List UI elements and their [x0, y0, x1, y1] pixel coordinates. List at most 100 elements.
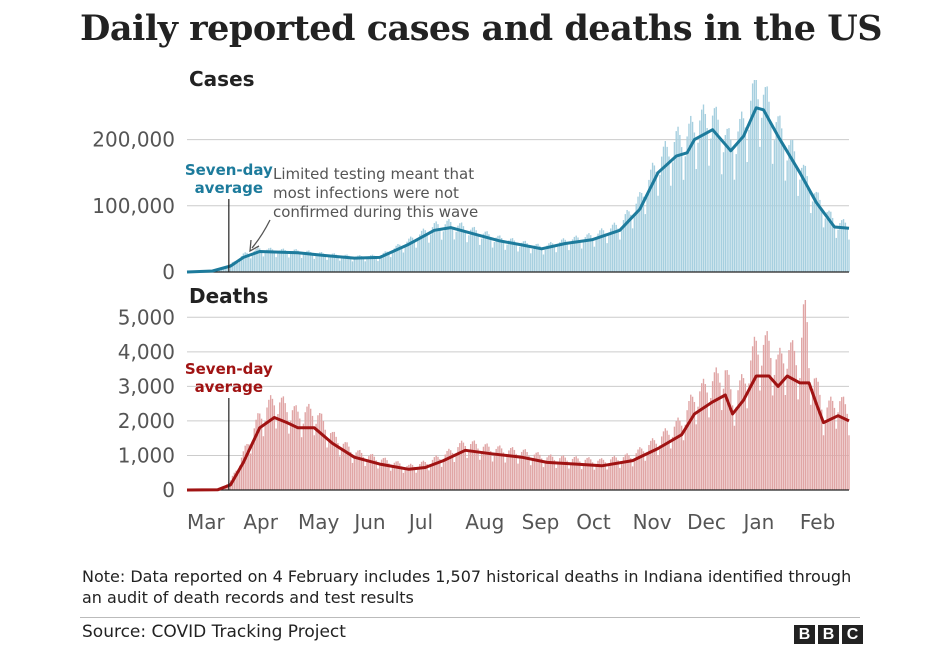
daily-bar [431, 459, 434, 490]
y-tick-label: 200,000 [92, 128, 175, 152]
annotation-text: confirmed during this wave [273, 203, 478, 221]
annotation-text: most infections were not [273, 184, 459, 202]
daily-bar [442, 231, 445, 272]
daily-bar [348, 446, 350, 490]
daily-bar [591, 462, 594, 490]
daily-bar [791, 140, 794, 272]
daily-bar [741, 111, 743, 273]
daily-bar [233, 261, 235, 272]
daily-bar [524, 240, 526, 272]
daily-bar [375, 460, 377, 490]
daily-bar [393, 248, 396, 272]
daily-bar [289, 253, 292, 272]
x-tick-label: Aug [465, 510, 504, 534]
daily-bar [490, 451, 492, 490]
daily-bar [770, 357, 772, 490]
daily-bar [779, 347, 781, 490]
daily-bar [315, 423, 317, 490]
daily-bar [550, 241, 552, 272]
daily-bar [550, 454, 552, 490]
daily-bar [268, 399, 270, 490]
daily-bar [382, 252, 385, 272]
daily-bar [342, 255, 345, 272]
daily-bar [837, 412, 839, 490]
daily-bar [808, 188, 810, 272]
daily-bar [448, 219, 450, 272]
daily-bar [573, 456, 576, 490]
daily-bar [528, 455, 530, 490]
daily-bar [846, 227, 848, 272]
daily-bar [320, 413, 323, 490]
daily-bar [628, 211, 630, 272]
daily-bar [555, 252, 557, 272]
daily-bar [322, 420, 325, 490]
daily-bar [797, 195, 799, 272]
daily-bar [299, 252, 301, 272]
bbc-logo-letter: C [842, 625, 863, 644]
daily-bar [266, 407, 268, 490]
daily-bar [819, 199, 821, 272]
daily-bar [793, 151, 796, 272]
daily-bar [562, 238, 565, 272]
daily-bar [808, 368, 810, 490]
daily-bar [335, 436, 337, 490]
daily-bar [528, 246, 530, 272]
daily-bar [444, 224, 446, 272]
daily-bar [766, 331, 768, 490]
daily-bar [586, 457, 588, 490]
daily-bar [480, 452, 483, 490]
daily-bar [619, 239, 621, 272]
daily-bar [835, 428, 837, 490]
daily-bar [459, 443, 461, 490]
daily-bar [559, 242, 561, 272]
daily-bar [640, 192, 643, 272]
daily-bar [340, 449, 343, 490]
daily-bar [679, 420, 681, 490]
daily-bar [839, 401, 841, 490]
daily-bar [239, 465, 241, 490]
y-tick-label: 0 [162, 478, 175, 502]
daily-bar [724, 370, 727, 490]
daily-bar [570, 244, 572, 272]
daily-bar [599, 458, 601, 490]
daily-bar [297, 411, 299, 490]
daily-bar [613, 455, 616, 490]
daily-bar [328, 256, 330, 272]
daily-bar [637, 196, 639, 272]
daily-bar [479, 459, 481, 490]
x-tick-label: Mar [187, 510, 226, 534]
daily-bar [590, 459, 592, 490]
daily-bar [648, 445, 650, 490]
daily-bar [664, 141, 667, 272]
daily-bar [524, 449, 526, 490]
daily-bar [542, 467, 545, 490]
daily-bar [284, 403, 286, 490]
daily-bar [786, 368, 788, 490]
daily-bar [739, 118, 741, 272]
daily-bar [390, 470, 392, 490]
daily-bar [611, 224, 614, 272]
daily-bar [386, 460, 388, 490]
daily-bar [791, 340, 794, 490]
daily-bar [735, 154, 737, 272]
daily-bar [666, 146, 668, 272]
daily-bar [253, 250, 255, 272]
daily-bar [555, 468, 557, 490]
daily-bar [728, 374, 730, 490]
daily-bar [744, 383, 747, 490]
daily-bar [580, 469, 583, 490]
daily-bar [657, 455, 659, 490]
daily-bar [224, 268, 226, 272]
daily-bar [697, 406, 699, 490]
daily-bar [710, 397, 712, 490]
daily-bar [600, 228, 603, 272]
daily-bar [688, 123, 690, 272]
daily-bar [369, 454, 372, 490]
daily-bar [719, 382, 721, 490]
annotation-label: average [195, 179, 264, 197]
daily-bar [644, 214, 646, 272]
daily-bar [708, 165, 710, 272]
daily-bar [373, 456, 376, 490]
daily-bar [368, 256, 370, 272]
daily-bar [817, 381, 819, 490]
